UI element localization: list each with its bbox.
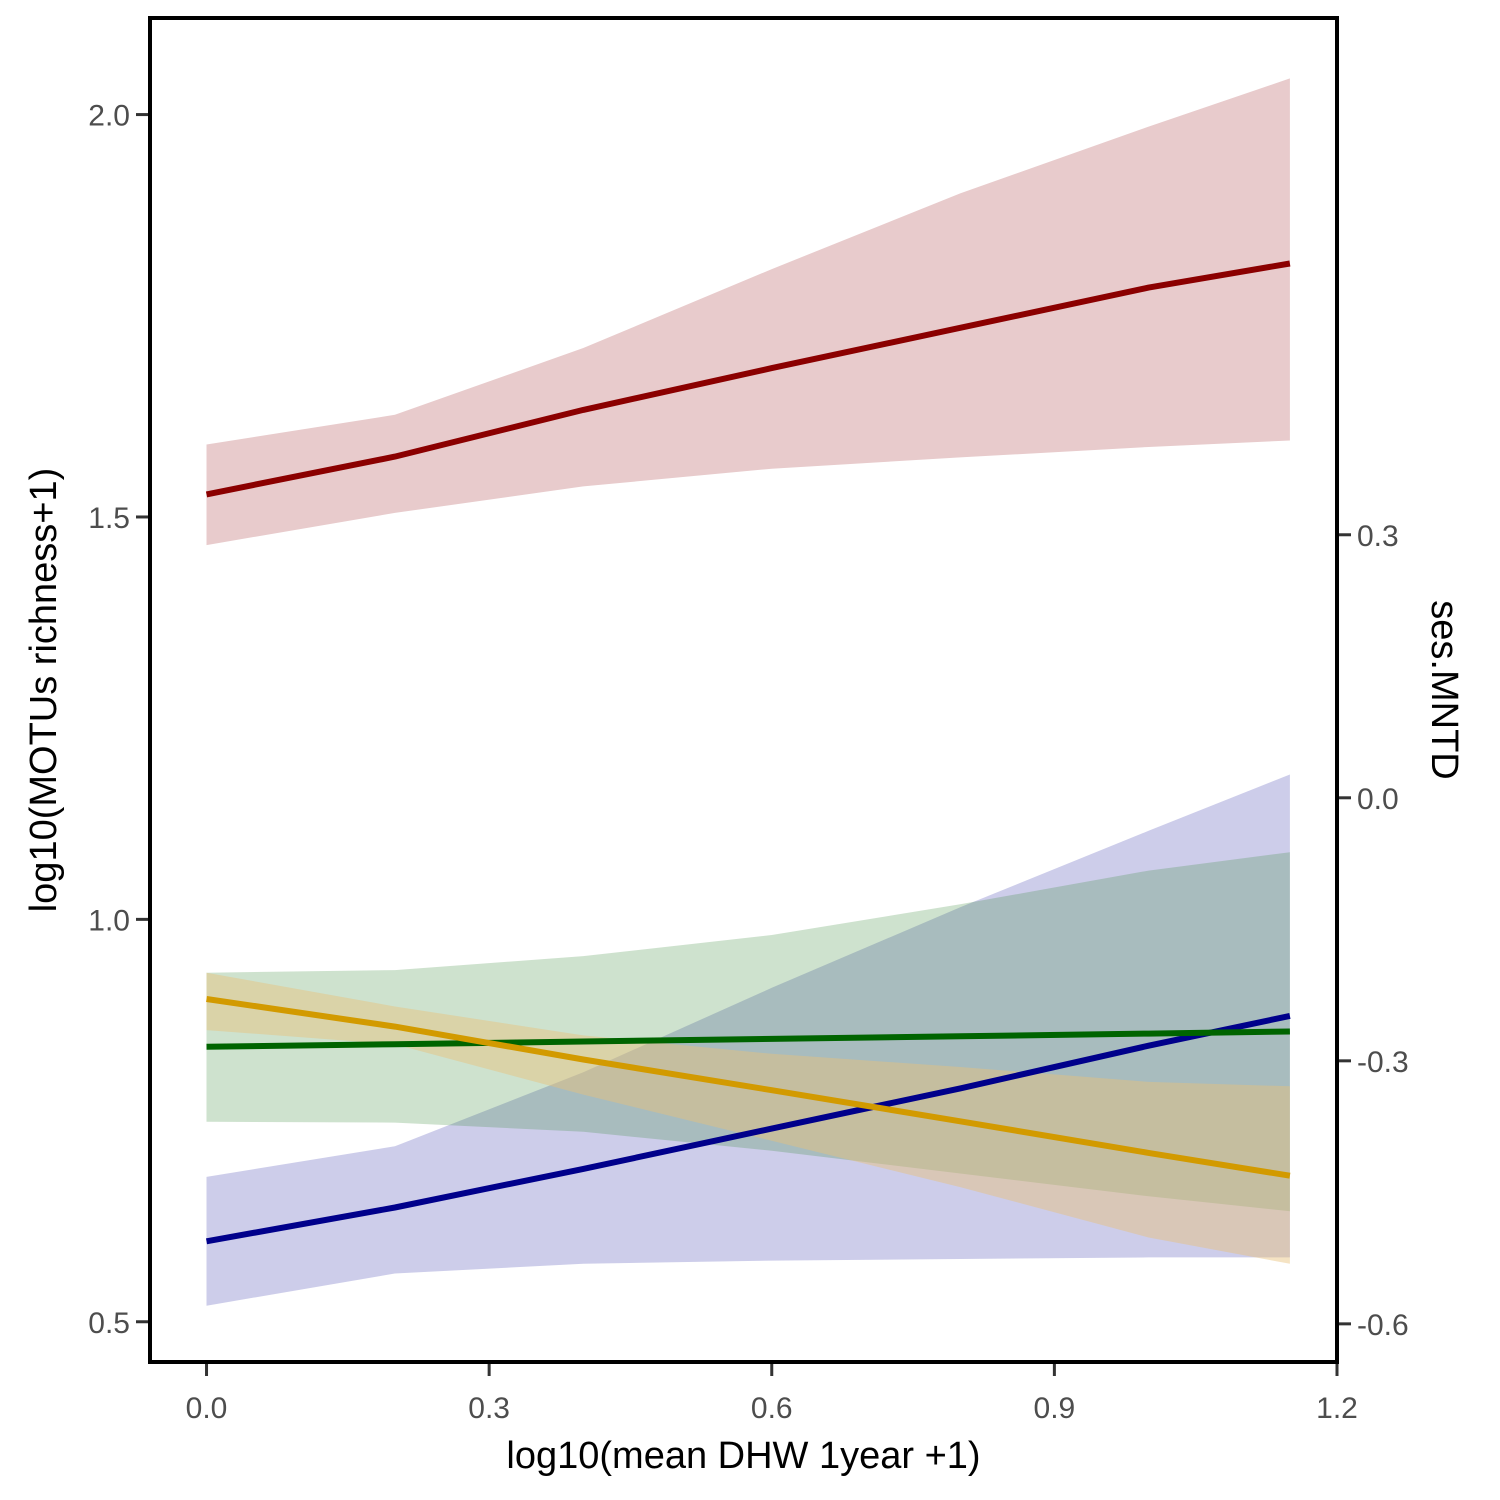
y-tick-label: 1.0 bbox=[88, 904, 130, 937]
fit-line-2 bbox=[205, 1012, 1291, 1245]
fit-lines bbox=[205, 260, 1291, 1245]
x-tick-label: 1.2 bbox=[1316, 1392, 1358, 1425]
y-axis-right-title: ses.MNTD bbox=[1423, 600, 1465, 779]
x-tick-label: 0.6 bbox=[751, 1392, 793, 1425]
y-axis-left: 0.5 1.0 1.5 2.0 bbox=[88, 100, 148, 1340]
confidence-band-3 bbox=[206, 852, 1290, 1212]
x-tick-label: 0.3 bbox=[468, 1392, 510, 1425]
x-tick-label: 0.9 bbox=[1034, 1392, 1076, 1425]
y-tick-label: 1.5 bbox=[88, 502, 130, 535]
confidence-bands bbox=[206, 78, 1290, 1306]
y2-tick-label: 0.3 bbox=[1357, 520, 1399, 553]
y-tick-label: 2.0 bbox=[88, 100, 130, 133]
y2-tick-label: 0.0 bbox=[1357, 783, 1399, 816]
x-tick-label: 0.0 bbox=[186, 1392, 228, 1425]
x-axis-title: log10(mean DHW 1year +1) bbox=[506, 1435, 980, 1477]
fit-line-3 bbox=[206, 1028, 1290, 1050]
fit-line-1 bbox=[205, 260, 1291, 498]
fit-line-4 bbox=[206, 996, 1291, 1179]
plot-panel-border bbox=[148, 16, 1339, 1364]
y-axis-left-title: log10(MOTUs richness+1) bbox=[23, 468, 65, 913]
y2-tick-label: -0.3 bbox=[1357, 1046, 1409, 1079]
confidence-band-1 bbox=[206, 78, 1290, 546]
x-axis: 0.0 0.3 0.6 0.9 1.2 bbox=[186, 1364, 1358, 1425]
y-axis-right: -0.6 -0.3 0.0 0.3 bbox=[1339, 520, 1409, 1342]
y-tick-label: 0.5 bbox=[88, 1307, 130, 1340]
y2-tick-label: -0.6 bbox=[1357, 1309, 1409, 1342]
